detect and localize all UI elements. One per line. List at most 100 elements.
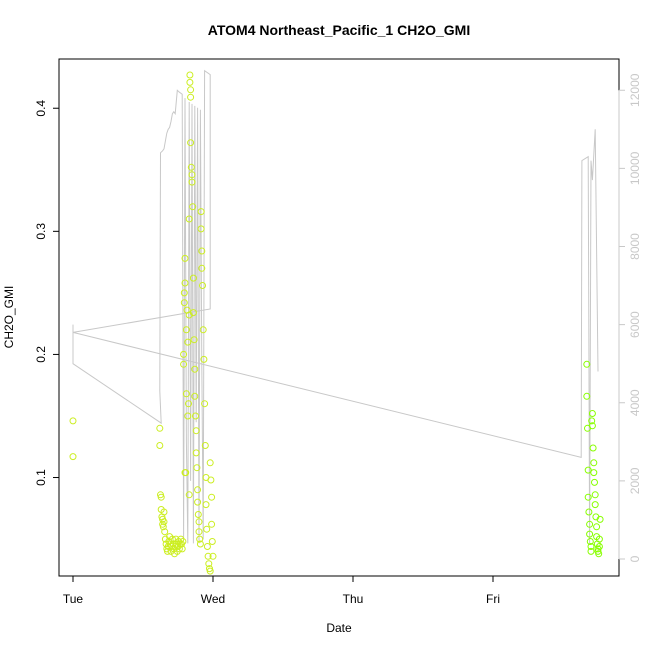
data-point	[595, 543, 603, 550]
data-point	[184, 412, 192, 420]
data-point	[193, 464, 201, 472]
data-point	[583, 392, 591, 400]
y2-tick-label: 4000	[628, 389, 642, 416]
data-point	[197, 225, 205, 233]
data-point	[188, 171, 196, 179]
data-point	[208, 538, 216, 545]
data-point	[584, 493, 592, 501]
y-axis-left: 0.1 0.2 0.3 0.4	[34, 100, 59, 486]
data-point	[180, 360, 188, 368]
y-axis-label: CH2O_GMI	[2, 286, 16, 349]
data-point	[191, 365, 199, 373]
data-point	[186, 71, 194, 79]
data-point	[588, 417, 596, 425]
data-point	[587, 547, 595, 555]
data-point	[595, 550, 603, 558]
y-tick-label: 0.3	[34, 223, 48, 240]
data-point	[202, 501, 210, 509]
y2-tick-label: 10000	[628, 151, 642, 185]
plot-box	[58, 58, 620, 577]
data-point	[160, 508, 168, 516]
data-point	[205, 560, 213, 568]
data-point	[185, 400, 192, 408]
data-point	[198, 247, 206, 255]
data-point	[208, 493, 216, 501]
y-tick-label: 0.2	[34, 346, 48, 363]
x-tick-label: Tue	[63, 592, 84, 606]
data-point	[164, 547, 171, 555]
data-point	[194, 498, 202, 506]
data-point	[190, 336, 198, 344]
data-point	[156, 424, 164, 432]
series-line	[72, 69, 599, 544]
data-point	[591, 491, 599, 499]
data-point	[201, 442, 209, 449]
y2-tick-label: 12000	[628, 73, 642, 107]
data-point	[184, 338, 192, 346]
data-point	[185, 491, 193, 499]
x-axis-label: Date	[326, 621, 352, 635]
data-point	[180, 350, 188, 358]
data-point	[160, 518, 168, 526]
data-point	[209, 552, 217, 560]
data-point	[156, 442, 164, 449]
data-point	[181, 254, 189, 262]
data-point	[180, 289, 188, 297]
data-point	[194, 486, 202, 494]
data-point	[195, 528, 203, 536]
data-point	[588, 422, 596, 430]
y2-tick-label: 2000	[628, 467, 642, 494]
data-point	[198, 264, 206, 272]
x-tick-label: Thu	[343, 592, 364, 606]
data-point	[203, 543, 211, 550]
data-point	[168, 535, 176, 543]
data-point	[199, 282, 206, 289]
data-point	[182, 390, 190, 398]
data-point	[187, 163, 195, 171]
ch2o-line-series	[72, 69, 599, 544]
data-point	[178, 545, 186, 553]
data-point	[590, 459, 598, 467]
y2-tick-label: 8000	[628, 233, 642, 260]
data-point	[192, 449, 200, 457]
data-point	[192, 427, 200, 435]
data-point	[192, 412, 199, 420]
data-point	[69, 417, 77, 425]
data-point	[196, 540, 204, 548]
data-point	[596, 515, 604, 523]
data-point	[157, 493, 165, 501]
data-point	[197, 208, 205, 216]
y2-tick-label: 0	[628, 555, 642, 562]
data-point	[182, 469, 190, 477]
data-point	[189, 203, 197, 211]
data-point	[181, 279, 189, 287]
data-point	[204, 552, 212, 560]
data-point	[584, 466, 592, 474]
y2-tick-label: 6000	[628, 311, 642, 338]
data-point	[586, 538, 594, 545]
data-point	[199, 326, 207, 334]
data-point	[585, 508, 593, 516]
data-point	[186, 78, 194, 86]
data-point	[586, 520, 594, 528]
data-point	[206, 459, 214, 467]
x-tick-label: Fri	[486, 592, 500, 606]
data-point	[195, 518, 203, 526]
data-point	[591, 478, 598, 486]
chart-title: ATOM4 Northeast_Pacific_1 CH2O_GMI	[208, 22, 470, 38]
x-tick-label: Wed	[201, 592, 225, 606]
data-point	[589, 444, 597, 452]
data-point	[203, 525, 211, 533]
data-point	[182, 326, 190, 334]
data-point	[587, 543, 595, 550]
data-point	[194, 511, 202, 518]
data-point	[185, 215, 193, 223]
data-point	[180, 299, 188, 307]
data-point	[591, 501, 599, 509]
ch2o-point-series	[69, 71, 604, 575]
y-tick-label: 0.4	[34, 100, 48, 117]
data-point	[583, 360, 591, 368]
data-point	[208, 520, 216, 528]
data-point	[187, 93, 195, 101]
y-tick-label: 0.1	[34, 469, 48, 486]
